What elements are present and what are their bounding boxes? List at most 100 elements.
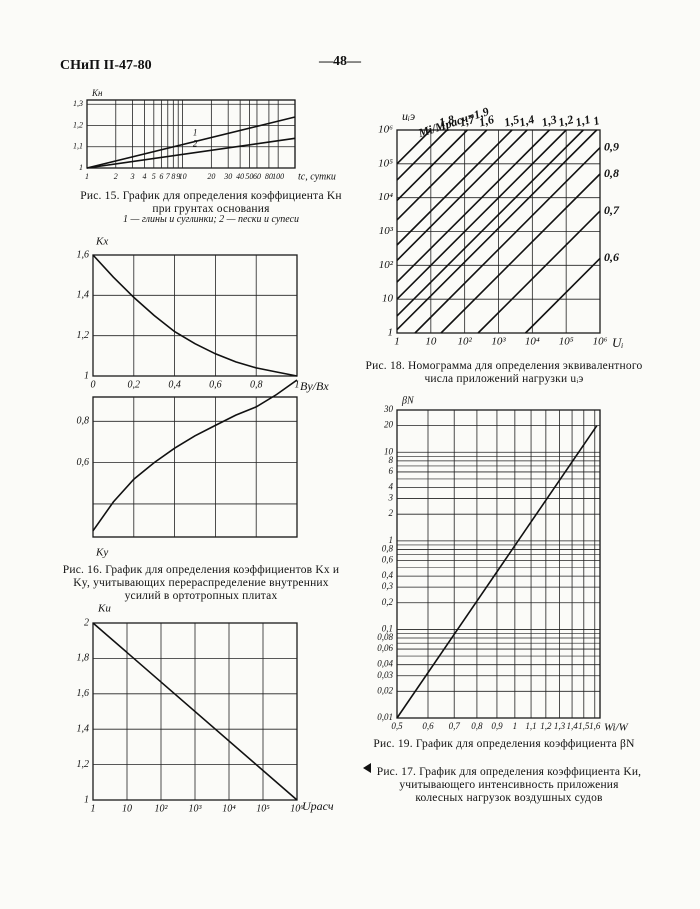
- figure-caption: Рис. 16. График для определения коэффици…: [62, 564, 340, 602]
- series-label: 0,6: [604, 250, 619, 264]
- y-axis-label: Kн: [91, 88, 103, 98]
- x-tick-label: 20: [207, 172, 215, 181]
- x-axis-label: Uᵢ: [612, 335, 623, 350]
- x-tick-label: 1,5: [578, 721, 590, 731]
- x-axis-label: Uрасч: [302, 799, 334, 813]
- x-tick-label: 7: [166, 172, 171, 181]
- y-tick-label: 4: [389, 482, 394, 492]
- x-tick-label: 1: [394, 336, 400, 348]
- data-line: [396, 129, 584, 317]
- data-line: [396, 129, 528, 261]
- x-tick-label: 8: [171, 172, 175, 181]
- y-tick-label: 1: [388, 327, 394, 339]
- y-tick-label: 0,01: [377, 712, 393, 722]
- x-tick-label: 10²: [155, 803, 169, 814]
- y-tick-label: 0,3: [382, 581, 394, 591]
- y-tick-label: 10: [382, 293, 394, 305]
- y-tick-label: 1,6: [77, 688, 90, 699]
- data-line: [477, 210, 601, 334]
- x-tick-label: 1: [513, 721, 518, 731]
- y-tick-label: 0,03: [377, 670, 393, 680]
- y2-tick-label: 0,8: [77, 416, 90, 427]
- data-line: [396, 129, 598, 331]
- x-tick-label: 10³: [189, 803, 203, 814]
- x-tick-label: 1: [295, 379, 300, 390]
- x-tick-label: 0,8: [471, 721, 483, 731]
- x-tick-label: 1,2: [540, 721, 552, 731]
- x-tick-label: 1: [91, 803, 96, 814]
- data-line: [396, 425, 598, 719]
- plot-frame: [86, 99, 296, 169]
- data-line: [86, 116, 296, 169]
- plot-frame: [92, 254, 298, 377]
- data-line: [396, 129, 513, 246]
- series-label: 1,1: [574, 112, 592, 129]
- data-line: [440, 173, 601, 334]
- x-tick-label: 9: [176, 172, 180, 181]
- y-tick-label: 30: [383, 404, 394, 414]
- y-tick-label: 1: [84, 794, 89, 805]
- series-label: 1,7: [458, 112, 477, 130]
- series-label: 1,3: [540, 112, 558, 129]
- x-tick-label: 0,8: [250, 379, 263, 390]
- series-label: 0,8: [604, 166, 619, 180]
- data-line: [396, 129, 448, 181]
- x-tick-label: 0,2: [128, 379, 141, 390]
- x-tick-label: 80: [265, 172, 273, 181]
- x-tick-label: 0,4: [168, 379, 181, 390]
- series-label: 1: [592, 113, 601, 128]
- y-tick-label: 0,8: [382, 543, 394, 553]
- x-tick-label: 0,9: [491, 721, 503, 731]
- figure-note: 1 — глины и суглинки; 2 — пески и супеси: [122, 214, 300, 225]
- x-axis-label: tc, сутки: [298, 171, 336, 182]
- y-tick-label: 10³: [379, 225, 394, 237]
- data-line: [524, 257, 601, 334]
- y-tick-label: 0,02: [377, 685, 393, 695]
- y-tick-label: 1,8: [77, 653, 90, 664]
- y-tick-label: 0,1: [382, 623, 393, 633]
- x-tick-label: 1,4: [566, 721, 578, 731]
- data-line: [92, 379, 298, 532]
- y-tick-label: 2: [84, 617, 89, 628]
- y-tick-label: 1: [79, 163, 83, 172]
- x-tick-label: 2: [114, 172, 118, 181]
- x-tick-label: 5: [152, 172, 156, 181]
- data-line: [396, 129, 432, 165]
- y-tick-label: 1,3: [73, 99, 83, 108]
- figure-caption: Рис. 19. График для определения коэффици…: [373, 738, 635, 750]
- y-tick-label: 1: [84, 370, 89, 381]
- y-tick-label: 1,2: [77, 330, 90, 341]
- y-axis-label: βN: [401, 395, 415, 406]
- y-tick-label: 10⁵: [378, 157, 393, 169]
- x-tick-label: 10³: [491, 336, 506, 348]
- y-tick-label: 1,2: [77, 759, 90, 770]
- plot-frame: [92, 396, 298, 538]
- y-tick-label: 0,08: [377, 632, 393, 642]
- y-tick-label: 0,4: [382, 570, 394, 580]
- y-axis-label: Kи: [97, 603, 111, 615]
- series-label: 0,7: [604, 203, 620, 217]
- series-label: 1,8: [438, 112, 456, 129]
- y-tick-label: 10⁶: [378, 124, 393, 136]
- series-label: 1,4: [518, 112, 536, 129]
- x-tick-label: 10: [425, 336, 437, 348]
- x-tick-label: 10⁴: [525, 336, 540, 348]
- x-tick-label: 0,5: [391, 721, 403, 731]
- figure-caption: Рис. 18. Номограмма для определения экви…: [365, 360, 643, 385]
- arrow-icon: [363, 763, 371, 773]
- x-tick-label: 1,1: [525, 721, 536, 731]
- x-tick-label: 0: [91, 379, 96, 390]
- y-tick-label: 3: [388, 493, 394, 503]
- data-line: [92, 254, 298, 377]
- x-tick-label: 0,7: [449, 721, 461, 731]
- y-tick-label: 1,4: [77, 723, 90, 734]
- x-tick-label: 100: [272, 172, 284, 181]
- y-tick-label: 1,1: [73, 142, 83, 151]
- x-tick-label: 1: [85, 172, 89, 181]
- y-tick-label: 10²: [379, 259, 394, 271]
- data-line: [396, 129, 567, 300]
- series-label: 1,2: [557, 112, 575, 129]
- y-axis-label: uᵢэ: [402, 109, 415, 123]
- y-axis-label: Kx: [95, 236, 108, 248]
